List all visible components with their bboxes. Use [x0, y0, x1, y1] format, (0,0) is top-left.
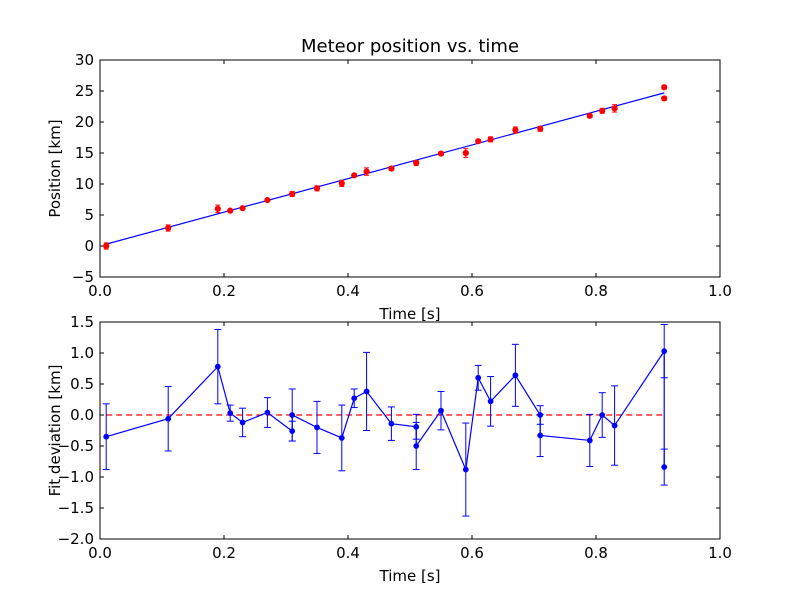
- x-tick-label: 0.0: [88, 544, 112, 562]
- deviation-point: [413, 443, 420, 449]
- x-tick-label: 0.8: [584, 282, 608, 300]
- x-tick-label: 0.2: [212, 544, 236, 562]
- deviation-point: [661, 348, 668, 355]
- x-tick-label: 1.0: [708, 282, 732, 300]
- deviation-point: [227, 410, 234, 417]
- data-point: [351, 172, 358, 179]
- deviation-point: [314, 424, 320, 431]
- y-tick-label: 0.5: [70, 375, 94, 393]
- y-tick-label: −5: [72, 268, 94, 286]
- deviation-point: [462, 466, 469, 473]
- chart-position-vs-time: 0.0 0.2 0.4 0.6 0.8 1.0 −5 0 5 10 15 20 25 30 Time [s]…: [46, 36, 732, 323]
- deviation-point: [537, 412, 544, 418]
- data-point: [487, 136, 494, 143]
- data-point: [462, 149, 469, 157]
- data-point: [239, 205, 246, 212]
- y-tick-label: 0: [84, 237, 94, 255]
- deviation-point: [363, 388, 370, 395]
- data-point: [611, 105, 618, 112]
- data-point: [475, 138, 482, 145]
- y-tick-label: 25: [75, 82, 94, 100]
- y-tick-label: −2.0: [58, 530, 94, 548]
- deviation-point: [537, 432, 544, 439]
- deviation-point: [611, 422, 618, 429]
- data-point: [437, 150, 445, 157]
- chart-title: Meteor position vs. time: [301, 36, 519, 57]
- y-tick-label: −0.5: [58, 437, 94, 455]
- fit-line: [106, 92, 665, 245]
- deviation-point: [239, 419, 246, 426]
- y-tick-label: −1.5: [58, 499, 94, 517]
- data-point: [165, 224, 172, 232]
- y-axis-label: Fit deviation [km]: [46, 365, 64, 497]
- data-point: [264, 197, 271, 204]
- deviation-point: [264, 409, 271, 416]
- y-tick-label: 15: [75, 144, 94, 162]
- data-point: [586, 112, 593, 119]
- x-tick-label: 0.0: [88, 282, 112, 300]
- y-tick-label: 10: [75, 175, 94, 193]
- data-point: [103, 242, 110, 250]
- x-tick-label: 0.4: [336, 544, 360, 562]
- deviation-point: [289, 428, 296, 435]
- data-point: [363, 168, 370, 175]
- plot-frame: [99, 321, 721, 540]
- deviation-point: [413, 423, 420, 430]
- deviation-point: [289, 412, 296, 418]
- deviation-point: [586, 437, 593, 444]
- y-tick-label: 30: [75, 51, 94, 69]
- deviation-point: [487, 398, 494, 405]
- data-point: [661, 84, 668, 91]
- deviation-point: [512, 372, 519, 379]
- x-tick-label: 1.0: [708, 544, 732, 562]
- y-tick-label: 0.0: [70, 406, 94, 424]
- deviation-point: [388, 420, 395, 427]
- data-point: [227, 207, 234, 214]
- y-tick-label: −1.0: [58, 468, 94, 486]
- deviation-point: [599, 412, 606, 418]
- x-tick-label: 0.4: [336, 282, 360, 300]
- deviation-point: [351, 395, 358, 402]
- plot-frame: [99, 59, 721, 278]
- deviation-point: [214, 363, 221, 370]
- y-axis-label: Position [km]: [46, 119, 64, 217]
- data-point: [512, 126, 519, 134]
- x-tick-label: 0.6: [460, 544, 484, 562]
- x-tick-label: 0.2: [212, 282, 236, 300]
- data-point: [413, 159, 420, 167]
- y-tick-label: 5: [84, 206, 94, 224]
- data-point: [599, 107, 606, 114]
- data-point: [214, 205, 221, 212]
- data-point: [313, 185, 321, 192]
- deviation-point: [338, 435, 345, 441]
- chart-fit-deviation: 0.0 0.2 0.4 0.6 0.8 1.0 −2.0 −1.5 −1.0 −0.5 0.0 0.5…: [46, 313, 732, 585]
- x-tick-label: 0.6: [460, 282, 484, 300]
- y-tick-label: 20: [75, 113, 94, 131]
- deviation-point: [103, 433, 110, 440]
- data-point: [388, 165, 395, 172]
- deviation-point: [165, 415, 172, 422]
- deviation-point: [438, 407, 444, 414]
- deviation-point: [661, 464, 668, 470]
- x-axis-label: Time [s]: [379, 567, 441, 585]
- x-axis-label: Time [s]: [379, 305, 441, 323]
- x-tick-label: 0.8: [584, 544, 608, 562]
- deviation-point: [475, 374, 482, 381]
- y-tick-label: 1.0: [70, 344, 94, 362]
- data-point: [537, 125, 544, 132]
- y-tick-label: 1.5: [70, 313, 94, 331]
- data-point: [661, 95, 668, 102]
- data-point: [338, 180, 345, 187]
- data-point: [289, 190, 296, 198]
